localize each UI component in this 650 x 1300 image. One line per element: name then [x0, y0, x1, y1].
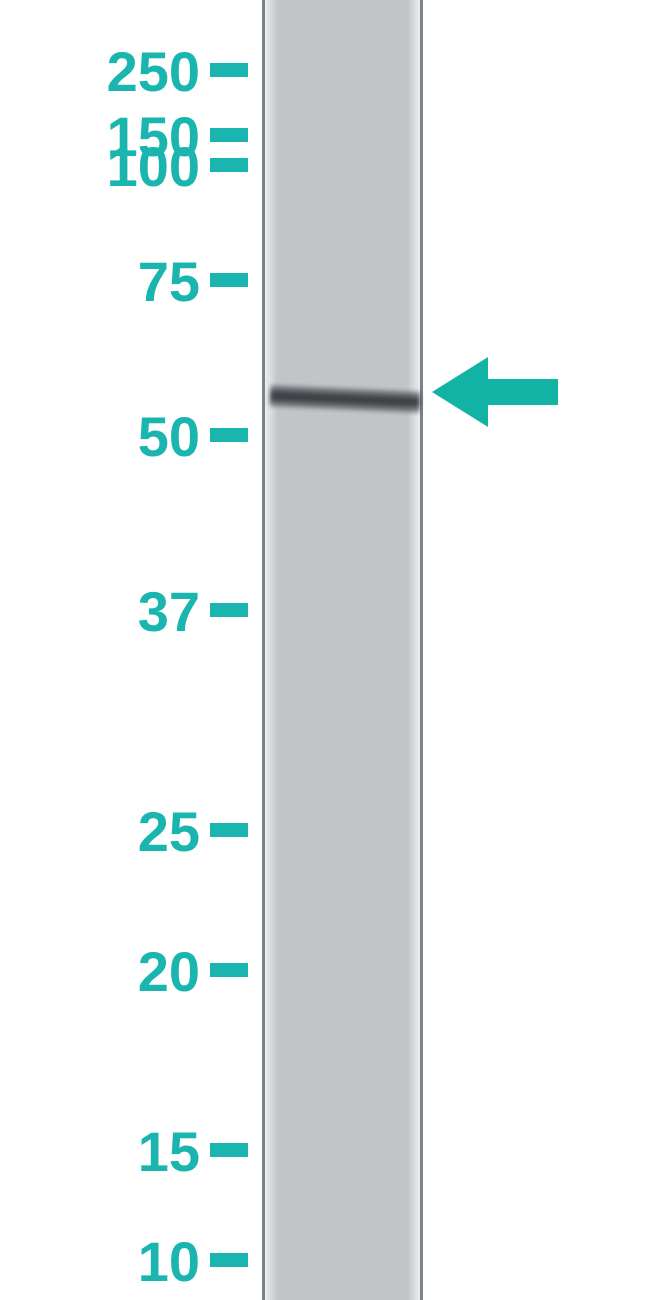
marker-label: 75	[0, 249, 200, 314]
arrow-left-icon	[432, 357, 558, 427]
marker-label: 37	[0, 579, 200, 644]
marker-tick	[210, 158, 248, 172]
marker-tick	[210, 63, 248, 77]
marker-tick	[210, 428, 248, 442]
marker-label: 250	[0, 39, 200, 104]
marker-label: 20	[0, 939, 200, 1004]
gel-lane	[265, 0, 420, 1300]
marker-label: 15	[0, 1119, 200, 1184]
marker-tick	[210, 963, 248, 977]
gel-lane-border-right	[420, 0, 423, 1300]
marker-tick	[210, 1143, 248, 1157]
marker-label: 50	[0, 404, 200, 469]
marker-label: 25	[0, 799, 200, 864]
western-blot-diagram: 25015010075503725201510	[0, 0, 650, 1300]
marker-tick	[210, 128, 248, 142]
gel-lane-border-left	[262, 0, 265, 1300]
marker-tick	[210, 273, 248, 287]
band-indicator-arrow	[432, 357, 558, 427]
marker-label: 100	[0, 134, 200, 199]
marker-label: 10	[0, 1229, 200, 1294]
marker-tick	[210, 823, 248, 837]
marker-tick	[210, 1253, 248, 1267]
marker-tick	[210, 603, 248, 617]
